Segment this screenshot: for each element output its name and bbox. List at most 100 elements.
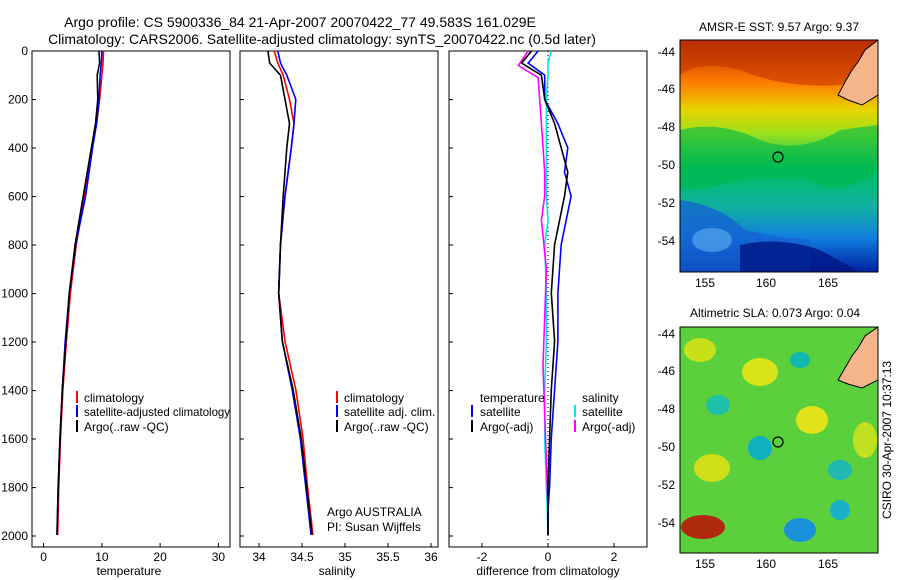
y-tick-label: 200 [8,93,28,107]
legend-label: Argo(..raw -QC) [84,420,169,434]
y-tick-label: 1600 [1,432,28,446]
x-tick-label: 155 [695,557,715,571]
sla-negative-anomaly [828,460,852,480]
sst-map-panel: AMSR-E SST: 9.57 Argo: 9.37 -44 -46 -48 … [658,20,879,290]
x-tick-label: 36 [424,550,438,564]
sla-positive-anomaly [694,454,730,482]
x-tick: 34.5 [290,543,314,564]
x-tick: 10 [95,543,109,564]
difference-x-ticks: -2 0 2 [477,543,618,564]
x-tick-label: 0 [40,550,47,564]
temperature-axes [31,50,231,548]
temperature-satellite-diff-line [527,50,572,535]
y-tick-label: 1400 [1,384,28,398]
temperature-panel: 0 200 400 600 800 1000 1200 1400 1600 18… [1,44,231,578]
sla-positive-anomaly [796,406,828,434]
y-tick-label: -52 [658,196,676,210]
salinity-argo-line [267,50,313,535]
x-tick: 30 [212,543,225,564]
temperature-y-ticks: 0 200 400 600 800 1000 1200 1400 1600 18… [1,44,36,543]
x-tick-label: 2 [611,550,618,564]
x-tick: 0 [545,543,552,564]
legend-label: Argo(..raw -QC) [344,420,429,434]
sst-deep-cold [740,241,860,272]
y-tick-label: -46 [658,82,676,96]
y-tick: 1000 [1,287,36,301]
sst-heatmap [680,40,878,272]
legend-label: Argo(-adj) [582,420,635,434]
header-line-1: Argo profile: CS 5900336_84 21-Apr-2007 … [64,14,536,30]
x-tick-label: 160 [756,557,776,571]
x-tick-label: 35.5 [376,550,400,564]
sst-x-ticks: 155 160 165 [695,276,838,290]
y-tick: 0 [21,44,36,58]
y-tick-label: 2000 [1,529,28,543]
y-tick: 200 [8,93,36,107]
difference-legend: temperature satellite Argo(-adj) salinit… [471,391,635,434]
x-tick-label: 165 [818,276,838,290]
x-tick-label: 35 [338,550,352,564]
sla-positive-anomaly [853,422,877,458]
temperature-legend: climatology satellite-adjusted climatolo… [76,391,230,434]
csiro-timestamp: CSIRO 30-Apr-2007 10:37:13 [880,361,894,519]
x-tick-label: 155 [695,276,715,290]
sla-strong-positive [681,515,725,539]
legend-label: satellite adj. clim. [344,405,435,419]
sla-negative-anomaly [748,436,772,460]
y-tick-label: 0 [21,44,28,58]
y-tick-label: -46 [658,364,676,378]
pi-annotation: PI: Susan Wijffels [327,520,421,534]
sla-negative-anomaly [830,500,850,520]
y-tick-label: -54 [658,516,676,530]
x-tick-label: -2 [477,550,488,564]
legend-label: climatology [84,391,144,405]
y-tick: 400 [8,141,36,155]
sla-negative-anomaly [790,352,810,368]
sla-positive-anomaly [684,338,716,362]
difference-xlabel: difference from climatology [476,564,619,578]
sst-map-axes [679,39,879,273]
y-tick: 800 [8,238,36,252]
x-tick: 34 [252,543,266,564]
y-tick-label: 1800 [1,481,28,495]
y-tick: 1800 [1,481,36,495]
y-tick: 2000 [1,529,36,543]
legend-label: Argo(-adj) [480,420,533,434]
y-tick-label: 800 [8,238,28,252]
x-tick-label: 34.5 [290,550,314,564]
salinity-axes [239,50,439,548]
sla-negative-anomaly [784,518,816,542]
y-tick: 1600 [1,432,36,446]
salinity-satellite-line [277,50,312,535]
sla-map-title: Altimetric SLA: 0.073 Argo: 0.04 [690,306,860,320]
temperature-xlabel: temperature [97,564,162,578]
difference-panel: -2 0 2 difference from climatology tempe… [448,50,648,578]
sla-argo-marker [772,436,784,448]
x-tick: -2 [477,543,488,564]
sla-heatmap [680,327,878,553]
y-tick-label: 400 [8,141,28,155]
agency-annotation: Argo AUSTRALIA [327,505,422,519]
legend-label: satellite [582,405,623,419]
x-tick-label: 165 [818,557,838,571]
salinity-panel: 34 34.5 35 35.5 36 salinity climatology … [239,50,439,578]
land-icon [837,40,878,106]
sla-map-panel: Altimetric SLA: 0.073 Argo: 0.04 -44 -46… [658,306,879,571]
sst-map-title: AMSR-E SST: 9.57 Argo: 9.37 [699,20,859,34]
x-tick: 35 [338,543,352,564]
sla-y-ticks: -44 -46 -48 -50 -52 -54 [658,327,676,530]
legend-title-temperature: temperature [480,391,545,405]
x-tick: 20 [153,543,167,564]
y-tick-label: 1200 [1,335,28,349]
land-icon [837,327,878,389]
salinity-y-ticks [240,50,244,537]
y-tick-label: -50 [658,440,676,454]
salinity-legend: climatology satellite adj. clim. Argo(..… [336,391,435,434]
salinity-argo-diff-line [517,50,549,535]
y-tick-label: -44 [658,327,676,341]
legend-label: satellite [480,405,521,419]
y-tick-label: 600 [8,190,28,204]
sla-positive-anomaly [742,358,778,386]
difference-y-ticks [449,50,453,537]
